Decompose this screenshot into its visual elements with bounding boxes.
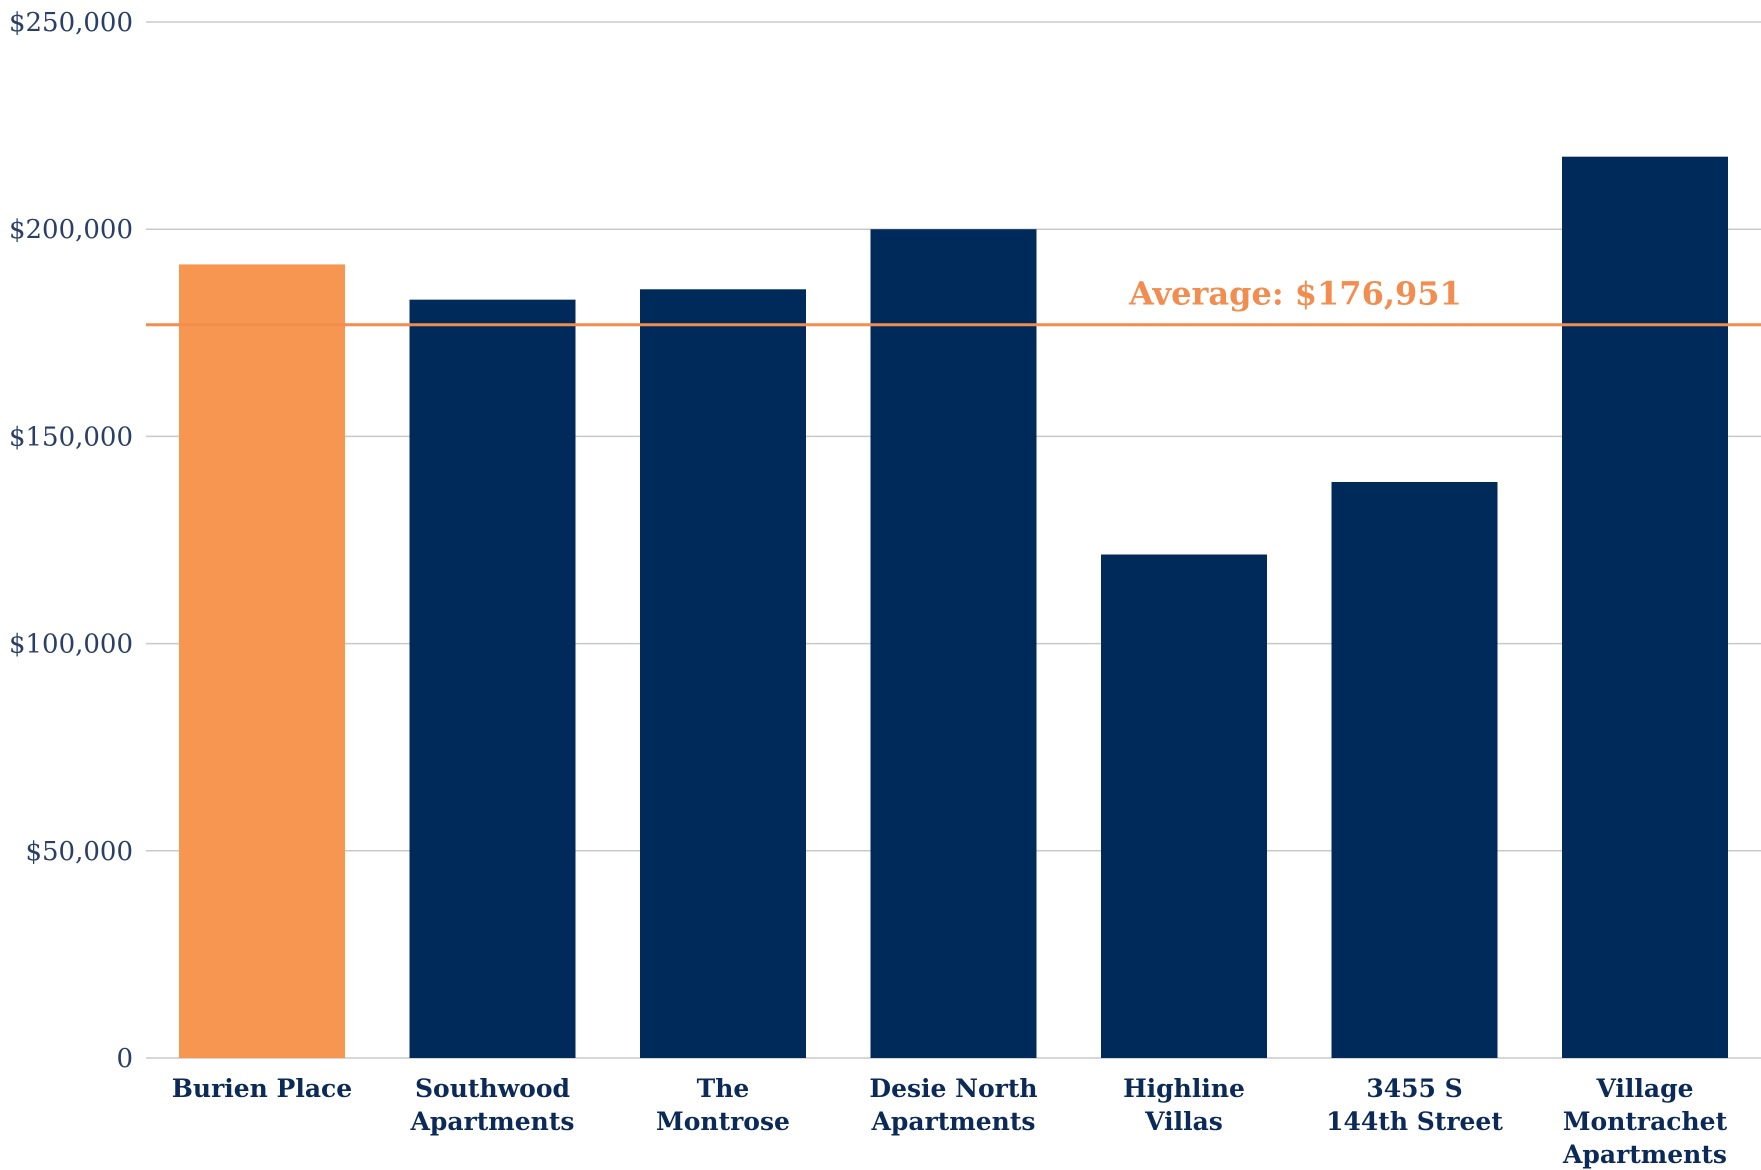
category-label: Highline Villas — [1123, 1074, 1245, 1136]
category-label-line: Apartments — [1562, 1140, 1727, 1169]
category-label-line: Montrose — [656, 1107, 790, 1136]
bar — [1101, 554, 1267, 1058]
category-label-line: Desie North — [869, 1074, 1037, 1103]
category-label-line: Burien Place — [172, 1074, 352, 1103]
average-label: Average: $176,951 — [1128, 275, 1462, 313]
category-label-line: Montrachet — [1563, 1107, 1728, 1136]
y-tick-label: 0 — [116, 1044, 133, 1074]
category-label-line: Apartments — [871, 1107, 1036, 1136]
bar — [1562, 156, 1728, 1058]
category-label-line: Villas — [1144, 1107, 1223, 1136]
x-axis-category-labels: Burien Place Southwood Apartments The Montro… — [172, 1074, 1728, 1169]
category-label-line: Apartments — [410, 1107, 575, 1136]
bar — [640, 289, 806, 1059]
category-label: Burien Place — [172, 1074, 352, 1103]
category-label: 3455 S 144th Street — [1326, 1074, 1503, 1136]
y-axis-tick-labels: 0 $50,000 $100,000 $150,000 $200,000 $250,000 — [9, 8, 133, 1074]
category-label-line: The — [697, 1074, 750, 1103]
category-label-line: 144th Street — [1326, 1107, 1503, 1136]
bar — [1331, 481, 1498, 1058]
y-tick-label: $50,000 — [25, 837, 133, 867]
category-label-line: Highline — [1123, 1074, 1245, 1103]
y-tick-label: $100,000 — [9, 630, 133, 660]
y-tick-label: $150,000 — [9, 422, 133, 452]
y-tick-label: $200,000 — [9, 215, 133, 245]
category-label-line: 3455 S — [1366, 1074, 1462, 1103]
bar — [870, 229, 1037, 1058]
category-label: Desie North Apartments — [869, 1074, 1037, 1136]
bar — [409, 299, 576, 1058]
bar — [179, 264, 345, 1058]
category-label: The Montrose — [656, 1074, 790, 1136]
y-tick-label: $250,000 — [9, 8, 133, 38]
category-label-line: Village — [1595, 1074, 1693, 1103]
category-label-line: Southwood — [415, 1074, 570, 1103]
category-label: Village Montrachet Apartments — [1562, 1074, 1728, 1169]
bars — [179, 156, 1728, 1059]
category-label: Southwood Apartments — [410, 1074, 575, 1136]
average-line-group: Average: $176,951 — [146, 275, 1761, 327]
